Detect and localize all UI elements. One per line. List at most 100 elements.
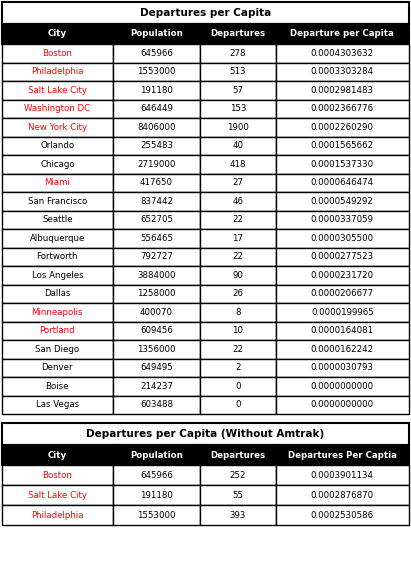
Bar: [113, 63, 200, 81]
Text: 0.0002981483: 0.0002981483: [311, 86, 374, 95]
Bar: [2, 358, 113, 377]
Bar: [113, 321, 200, 340]
Text: Philadelphia: Philadelphia: [31, 67, 83, 76]
Bar: [200, 340, 275, 358]
Text: 1258000: 1258000: [137, 289, 176, 298]
Text: 417650: 417650: [140, 178, 173, 187]
Bar: [113, 285, 200, 303]
Bar: [2, 192, 113, 210]
Bar: [2, 321, 113, 340]
Bar: [200, 174, 275, 192]
Text: 2719000: 2719000: [137, 160, 175, 168]
Bar: [275, 174, 409, 192]
Text: Minneapolis: Minneapolis: [32, 308, 83, 317]
Text: 191180: 191180: [140, 490, 173, 500]
Text: 0.0000030793: 0.0000030793: [311, 363, 374, 372]
Text: 8: 8: [235, 308, 240, 317]
Bar: [113, 229, 200, 248]
Bar: [113, 24, 200, 44]
Text: 1553000: 1553000: [137, 67, 176, 76]
Bar: [200, 24, 275, 44]
Text: 55: 55: [232, 490, 243, 500]
Text: 0.0002260290: 0.0002260290: [311, 123, 374, 132]
Bar: [275, 396, 409, 414]
Text: 0.0003303284: 0.0003303284: [311, 67, 374, 76]
Bar: [275, 377, 409, 396]
Text: Departures: Departures: [210, 450, 266, 460]
Text: 0.0004303632: 0.0004303632: [311, 49, 374, 58]
Text: Departures per Capita (Without Amtrak): Departures per Capita (Without Amtrak): [86, 429, 325, 439]
Bar: [113, 485, 200, 505]
Text: Salt Lake City: Salt Lake City: [28, 490, 87, 500]
Text: 1356000: 1356000: [137, 345, 176, 354]
Bar: [200, 210, 275, 229]
Text: 0.0000000000: 0.0000000000: [311, 382, 374, 391]
Text: 3884000: 3884000: [137, 271, 176, 279]
Bar: [200, 63, 275, 81]
Text: City: City: [48, 450, 67, 460]
Text: 0.0001537330: 0.0001537330: [311, 160, 374, 168]
Bar: [113, 210, 200, 229]
Bar: [200, 229, 275, 248]
Bar: [2, 118, 113, 137]
Bar: [275, 155, 409, 174]
Text: 393: 393: [230, 511, 246, 519]
Text: 0: 0: [235, 382, 240, 391]
Bar: [200, 155, 275, 174]
Text: 255483: 255483: [140, 141, 173, 150]
Bar: [275, 229, 409, 248]
Bar: [275, 137, 409, 155]
Bar: [200, 465, 275, 485]
Text: 90: 90: [232, 271, 243, 279]
Bar: [200, 377, 275, 396]
Text: 26: 26: [232, 289, 243, 298]
Text: 0.0000199965: 0.0000199965: [311, 308, 374, 317]
Bar: [275, 505, 409, 525]
Text: 252: 252: [230, 471, 246, 479]
Bar: [2, 248, 113, 266]
Text: 10: 10: [232, 327, 243, 335]
Text: 22: 22: [232, 215, 243, 224]
Text: 214237: 214237: [140, 382, 173, 391]
Text: Dallas: Dallas: [44, 289, 71, 298]
Text: Orlando: Orlando: [40, 141, 74, 150]
Bar: [113, 99, 200, 118]
Bar: [2, 445, 113, 465]
Text: 652705: 652705: [140, 215, 173, 224]
Text: Philadelphia: Philadelphia: [31, 511, 83, 519]
Text: Miami: Miami: [44, 178, 70, 187]
Text: San Francisco: San Francisco: [28, 197, 87, 206]
Bar: [275, 445, 409, 465]
Bar: [200, 266, 275, 285]
Text: 418: 418: [230, 160, 246, 168]
Text: Albuquerque: Albuquerque: [30, 234, 85, 243]
Text: 1900: 1900: [227, 123, 249, 132]
Bar: [113, 377, 200, 396]
Bar: [200, 485, 275, 505]
Text: 649495: 649495: [140, 363, 173, 372]
Bar: [275, 192, 409, 210]
Text: New York City: New York City: [28, 123, 87, 132]
Text: 153: 153: [230, 104, 246, 113]
Bar: [2, 81, 113, 99]
Text: 0.0000305500: 0.0000305500: [311, 234, 374, 243]
Bar: [2, 396, 113, 414]
Bar: [275, 358, 409, 377]
Bar: [275, 321, 409, 340]
Bar: [113, 465, 200, 485]
Text: 0.0000164081: 0.0000164081: [311, 327, 374, 335]
Bar: [200, 81, 275, 99]
Text: Departure per Capita: Departure per Capita: [291, 30, 394, 38]
Bar: [113, 358, 200, 377]
Bar: [275, 465, 409, 485]
Text: Population: Population: [130, 450, 183, 460]
Bar: [113, 396, 200, 414]
Bar: [200, 118, 275, 137]
Text: 0.0000337059: 0.0000337059: [311, 215, 374, 224]
Text: 556465: 556465: [140, 234, 173, 243]
Text: 278: 278: [230, 49, 246, 58]
Text: Boston: Boston: [42, 471, 72, 479]
Text: 645966: 645966: [140, 471, 173, 479]
Bar: [2, 44, 113, 63]
Bar: [113, 266, 200, 285]
